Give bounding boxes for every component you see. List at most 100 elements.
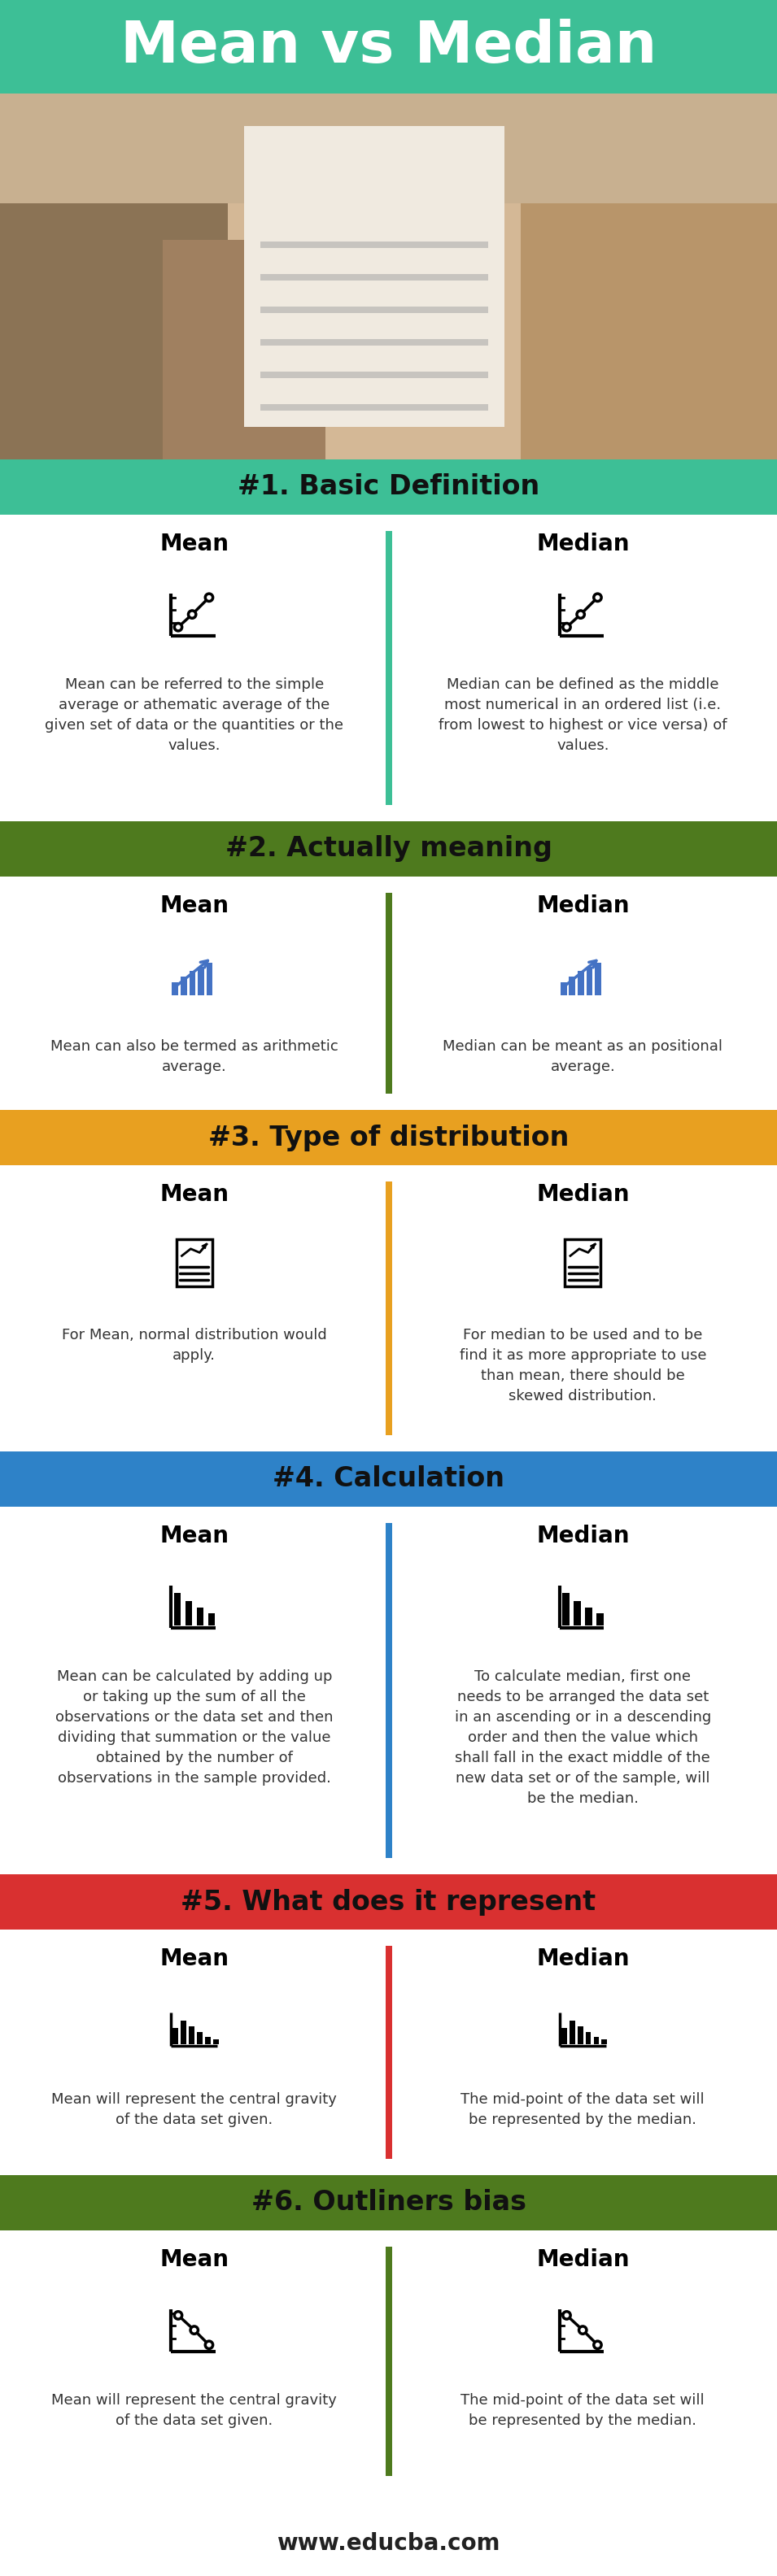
Text: To calculate median, first one
needs to be arranged the data set
in an ascending: To calculate median, first one needs to … [455, 1669, 711, 1806]
Bar [228, 93, 521, 459]
Bar [0, 822, 777, 876]
Bar [0, 1110, 777, 1164]
Bar [174, 1592, 181, 1625]
Text: #1. Basic Definition: #1. Basic Definition [238, 474, 539, 500]
Text: Median: Median [536, 894, 629, 917]
Text: Mean will represent the central gravity
of the data set given.: Mean will represent the central gravity … [51, 2393, 337, 2429]
Bar [577, 2027, 583, 2043]
Text: Median: Median [536, 1947, 629, 1971]
Bar [176, 1239, 212, 1285]
Bar [585, 1607, 592, 1625]
Bar [562, 2027, 567, 2043]
Circle shape [594, 2342, 601, 2349]
Bar [0, 1875, 777, 1929]
Bar [0, 93, 777, 459]
Text: Mean vs Median: Mean vs Median [120, 18, 657, 75]
Bar [563, 1592, 570, 1625]
Text: The mid-point of the data set will
be represented by the median.: The mid-point of the data set will be re… [461, 2092, 705, 2128]
Bar [0, 1929, 777, 2174]
Bar [162, 240, 326, 459]
Bar [0, 2512, 777, 2576]
Bar [570, 2020, 575, 2043]
Text: Mean: Mean [159, 1182, 229, 1206]
Circle shape [174, 623, 182, 631]
Circle shape [174, 2311, 182, 2318]
Text: Mean: Mean [159, 894, 229, 917]
Bar [0, 1450, 777, 1507]
Text: Median: Median [536, 1525, 629, 1548]
Text: Median: Median [536, 2249, 629, 2272]
Text: Median: Median [536, 533, 629, 556]
Text: Median can be defined as the middle
most numerical in an ordered list (i.e.
from: Median can be defined as the middle most… [438, 677, 727, 752]
Bar [260, 340, 488, 345]
Bar [0, 876, 777, 1110]
Text: For Mean, normal distribution would
apply.: For Mean, normal distribution would appl… [61, 1327, 327, 1363]
Bar [521, 93, 777, 459]
Text: #5. What does it represent: #5. What does it represent [181, 1888, 596, 1917]
Text: Mean: Mean [159, 2249, 229, 2272]
Bar [0, 1164, 777, 1450]
Text: For median to be used and to be
find it as more appropriate to use
than mean, th: For median to be used and to be find it … [459, 1327, 706, 1404]
Circle shape [205, 2342, 213, 2349]
Bar [197, 2032, 203, 2043]
Text: The mid-point of the data set will
be represented by the median.: The mid-point of the data set will be re… [461, 2393, 705, 2429]
Text: #4. Calculation: #4. Calculation [273, 1466, 504, 1492]
Bar [172, 981, 179, 994]
Bar [173, 2027, 179, 2043]
Bar [560, 981, 567, 994]
Circle shape [563, 2311, 570, 2318]
Bar [0, 459, 777, 515]
Bar [260, 273, 488, 281]
Text: Mean: Mean [159, 1525, 229, 1548]
Bar [207, 963, 213, 994]
Text: Mean: Mean [159, 533, 229, 556]
Bar [197, 966, 204, 994]
Bar [385, 894, 392, 1095]
Bar [601, 2040, 607, 2043]
Circle shape [577, 611, 584, 618]
Circle shape [190, 2326, 198, 2334]
Bar [0, 0, 777, 93]
Text: Mean can be calculated by adding up
or taking up the sum of all the
observations: Mean can be calculated by adding up or t… [55, 1669, 333, 1785]
Bar [181, 2020, 186, 2043]
Bar [213, 2040, 218, 2043]
Bar [260, 242, 488, 247]
Bar [189, 2027, 194, 2043]
Text: Median can be meant as an positional
average.: Median can be meant as an positional ave… [443, 1038, 723, 1074]
Bar [205, 2038, 211, 2043]
Text: Mean: Mean [159, 1947, 229, 1971]
Bar [385, 2246, 392, 2476]
Text: Mean will represent the central gravity
of the data set given.: Mean will represent the central gravity … [51, 2092, 337, 2128]
Bar [260, 371, 488, 379]
Bar [180, 976, 187, 994]
Circle shape [579, 2326, 587, 2334]
Bar [260, 307, 488, 314]
Bar [185, 1600, 193, 1625]
Bar [208, 1613, 215, 1625]
Text: Mean can be referred to the simple
average or athematic average of the
given set: Mean can be referred to the simple avera… [45, 677, 343, 752]
Circle shape [188, 611, 196, 618]
Text: Median: Median [536, 1182, 629, 1206]
Text: #6. Outliners bias: #6. Outliners bias [251, 2190, 526, 2215]
Bar [0, 93, 777, 204]
Bar [189, 971, 196, 994]
Text: #2. Actually meaning: #2. Actually meaning [225, 835, 552, 863]
Bar [569, 976, 576, 994]
Bar [385, 1182, 392, 1435]
Bar [0, 515, 777, 822]
Bar [0, 2231, 777, 2491]
Bar [244, 126, 504, 428]
Bar [385, 1945, 392, 2159]
Circle shape [594, 592, 601, 600]
Bar [573, 1600, 581, 1625]
Text: Mean can also be termed as arithmetic
average.: Mean can also be termed as arithmetic av… [51, 1038, 338, 1074]
Text: www.educba.com: www.educba.com [277, 2532, 500, 2555]
Bar [594, 2038, 599, 2043]
Text: #3. Type of distribution: #3. Type of distribution [208, 1123, 569, 1151]
Bar [0, 2174, 777, 2231]
Bar [586, 966, 593, 994]
Bar [586, 2032, 591, 2043]
Bar [565, 1239, 601, 1285]
Circle shape [205, 592, 213, 600]
Bar [577, 971, 584, 994]
